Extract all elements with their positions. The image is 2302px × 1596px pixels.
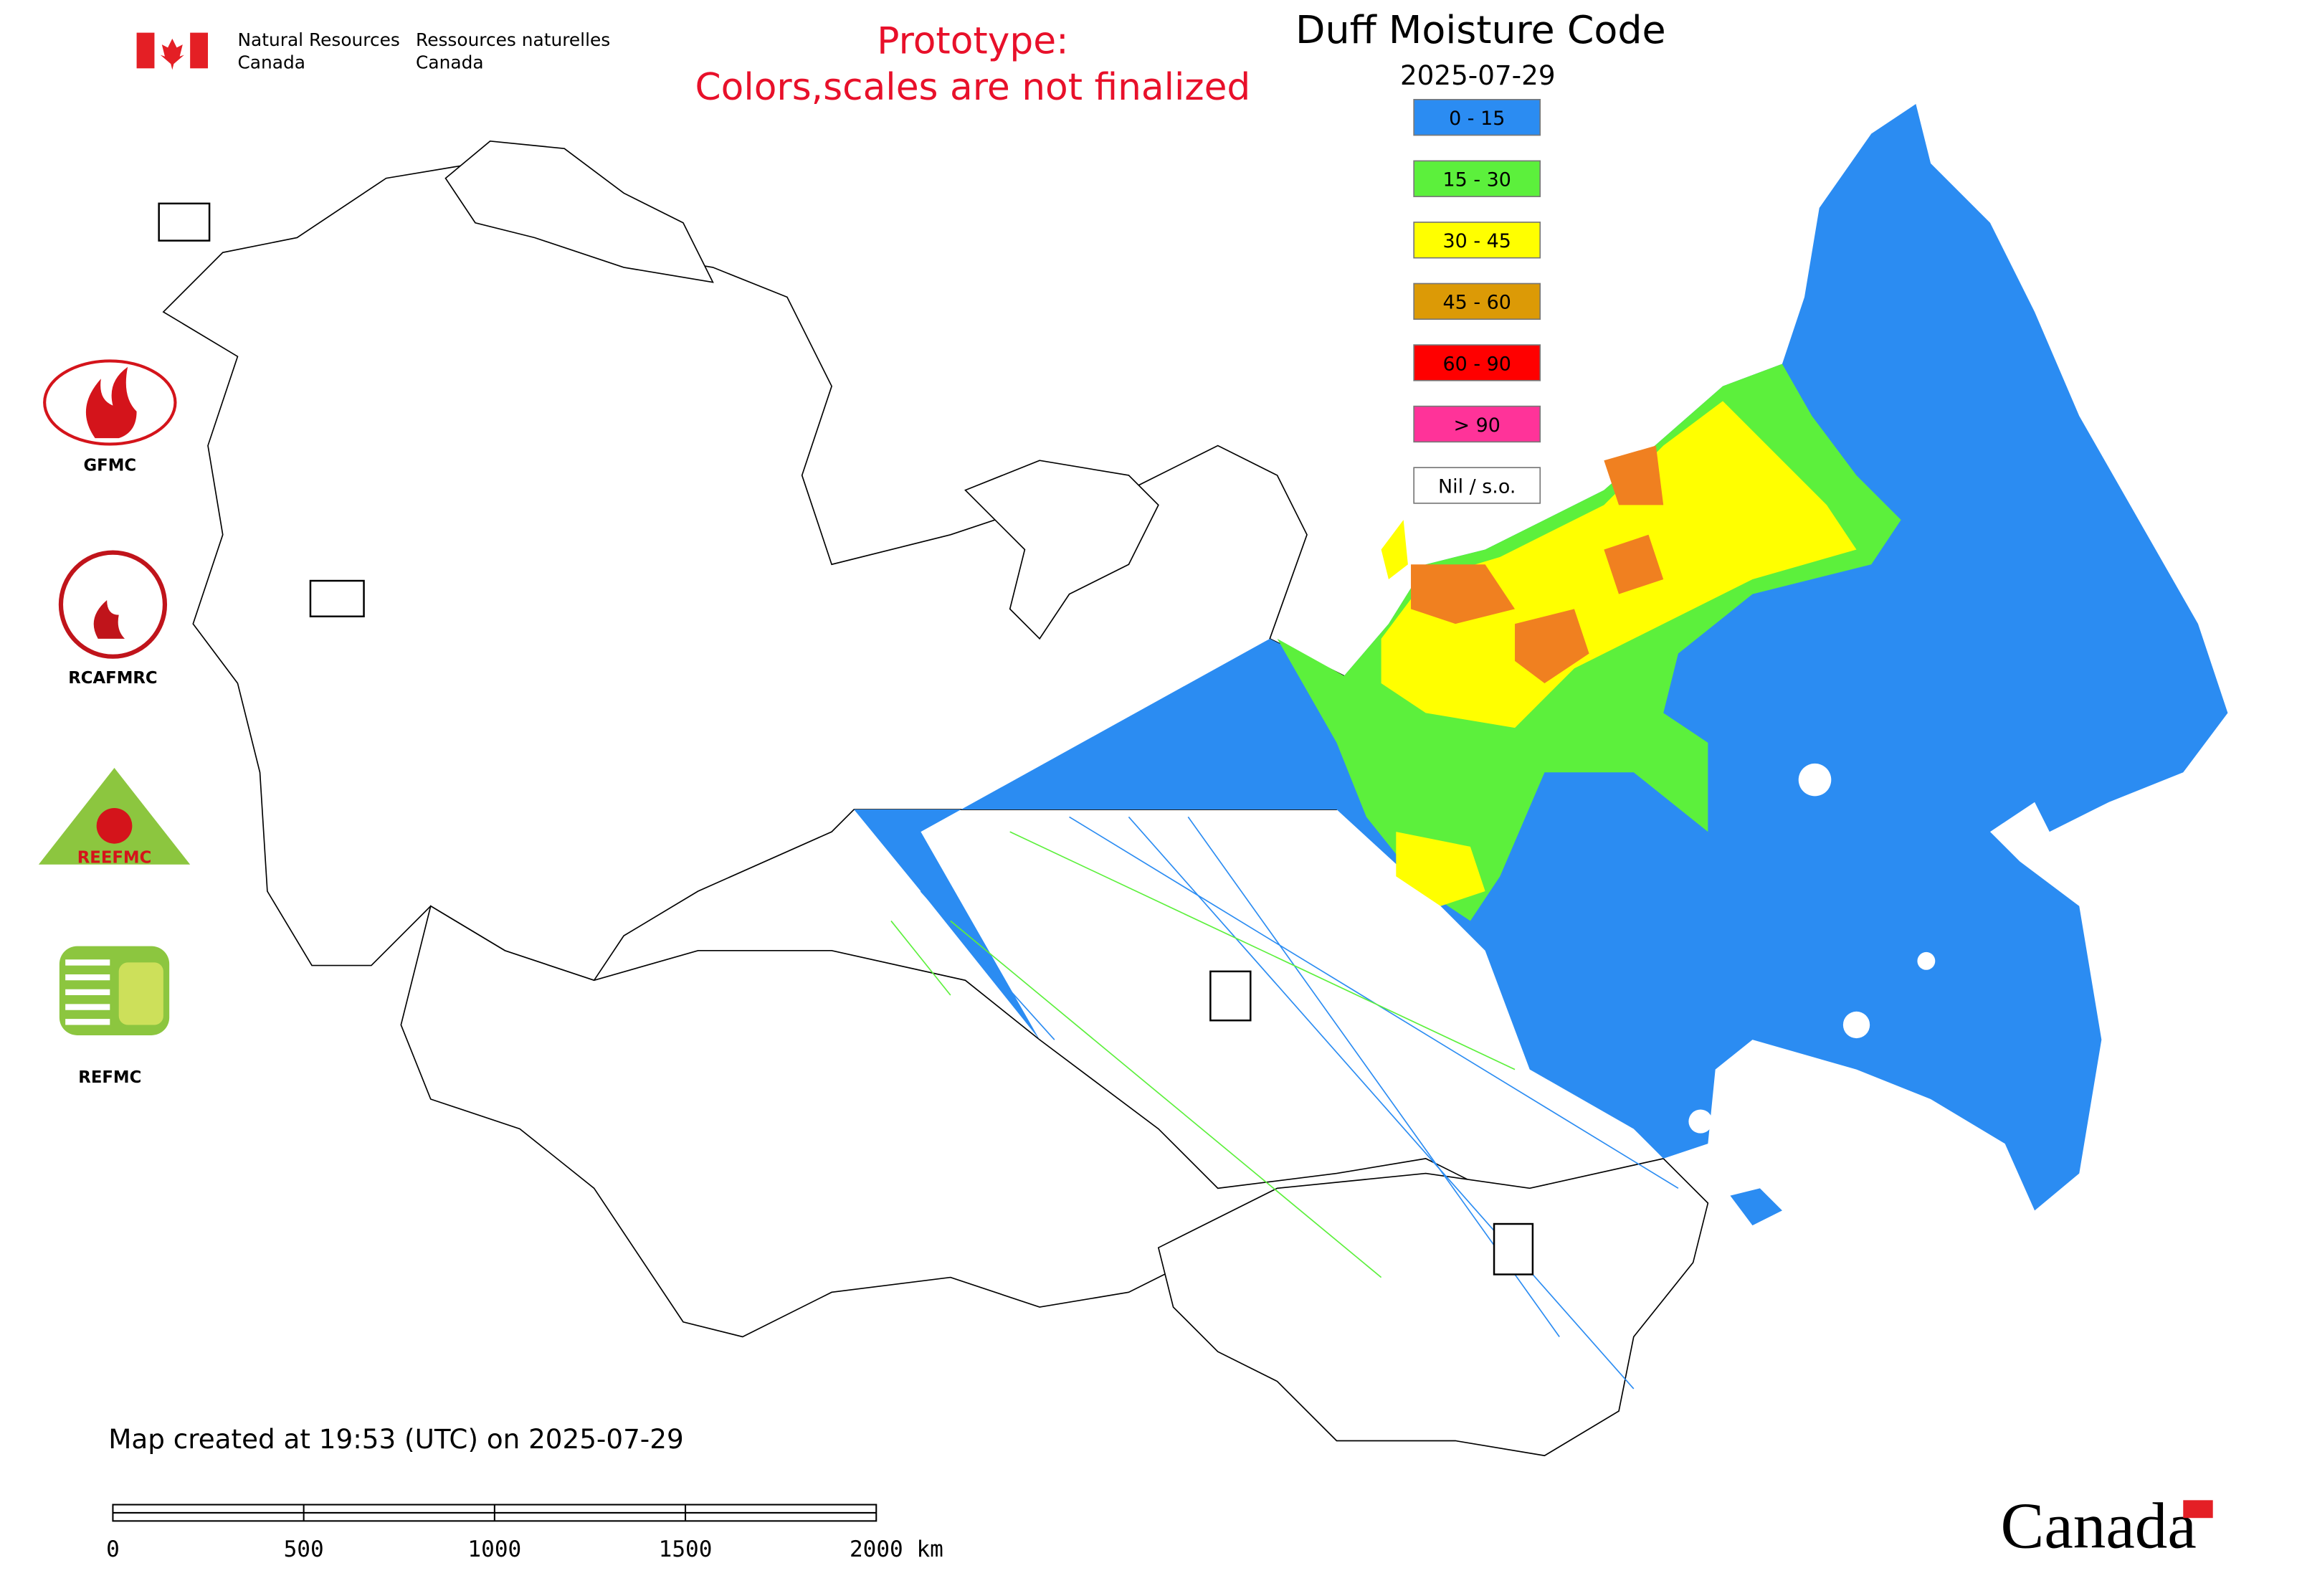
mongolia [1157, 1157, 1709, 1457]
legend-label: 15 - 30 [1443, 169, 1511, 191]
prototype-note: Prototype: [877, 20, 1068, 63]
scale-bar [112, 1504, 877, 1522]
logo-label: RCAFMRC [68, 669, 157, 688]
scale-label: 0 [106, 1536, 120, 1562]
prototype-note: Colors,scales are not finalized [695, 66, 1251, 109]
legend-label: > 90 [1454, 414, 1500, 437]
rcafmrc-logo [58, 550, 168, 659]
flag-leaf [160, 38, 184, 70]
flag-bar [190, 32, 209, 69]
legend-label: 60 - 90 [1443, 353, 1511, 375]
logo-marker [158, 202, 211, 242]
gfmc-flame [85, 366, 137, 439]
lake [1798, 763, 1832, 797]
flag-bar [136, 32, 155, 69]
logo-label: REEFMC [77, 849, 152, 868]
dmc-coverage [854, 104, 2228, 1390]
legend-swatch [1413, 222, 1541, 259]
agency-en: Canada [237, 52, 305, 72]
legend-swatch [1413, 98, 1541, 136]
legend-swatch [1413, 467, 1541, 504]
legend-label: 30 - 45 [1443, 230, 1511, 252]
scale-label: 1500 [659, 1536, 713, 1562]
gfmc-logo [43, 359, 177, 446]
rcafmrc-flame [93, 599, 125, 639]
logo-label: REFMC [78, 1068, 141, 1087]
partner-logos: GFMC RCAFMRC REEFMC REFMC [38, 359, 191, 1087]
scale-label: 2000 km [850, 1536, 943, 1562]
legend-swatch [1413, 405, 1541, 443]
legend-swatch [1413, 344, 1541, 381]
lake [1842, 1011, 1870, 1039]
agency-fr: Canada [416, 52, 484, 72]
canada-wordmark: Canada [2001, 1490, 2197, 1562]
legend-label: 0 - 15 [1449, 108, 1505, 130]
logo-marker [309, 579, 365, 617]
logo-marker [1209, 970, 1252, 1022]
reefmc-emblem [96, 807, 133, 844]
refmc-stripes [65, 959, 110, 1025]
legend-label: 45 - 60 [1443, 292, 1511, 314]
map-date: 2025-07-29 [1400, 60, 1556, 91]
agency-en: Natural Resources [237, 29, 399, 50]
nrcan-header: Natural Resources Canada Ressources natu… [136, 29, 610, 72]
zone-orange [1411, 445, 1664, 683]
russia-west [162, 163, 1345, 982]
data-streaks [890, 816, 1679, 1390]
logo-marker [1493, 1222, 1534, 1276]
zone-yellow [1381, 401, 1857, 906]
zone-blue [1730, 1188, 1782, 1226]
wordmark-flag [2183, 1500, 2213, 1519]
legend-swatch [1413, 282, 1541, 320]
logo-label: GFMC [83, 457, 136, 475]
scale-label: 500 [284, 1536, 324, 1562]
taymyr [964, 460, 1159, 640]
legend-swatch [1413, 160, 1541, 197]
zone-yellow [1381, 520, 1408, 579]
refmc-emblem [118, 962, 163, 1025]
lake [1917, 951, 1936, 970]
map-title: Duff Moisture Code [1295, 7, 1666, 52]
agency-fr: Ressources naturelles [416, 29, 610, 50]
lake [1688, 1109, 1713, 1134]
created-note: Map created at 19:53 (UTC) on 2025-07-29 [108, 1423, 683, 1455]
scale-label: 1000 [467, 1536, 521, 1562]
map-logo-markers [158, 202, 1534, 1276]
legend-label: Nil / s.o. [1438, 475, 1516, 498]
kola [444, 140, 714, 283]
